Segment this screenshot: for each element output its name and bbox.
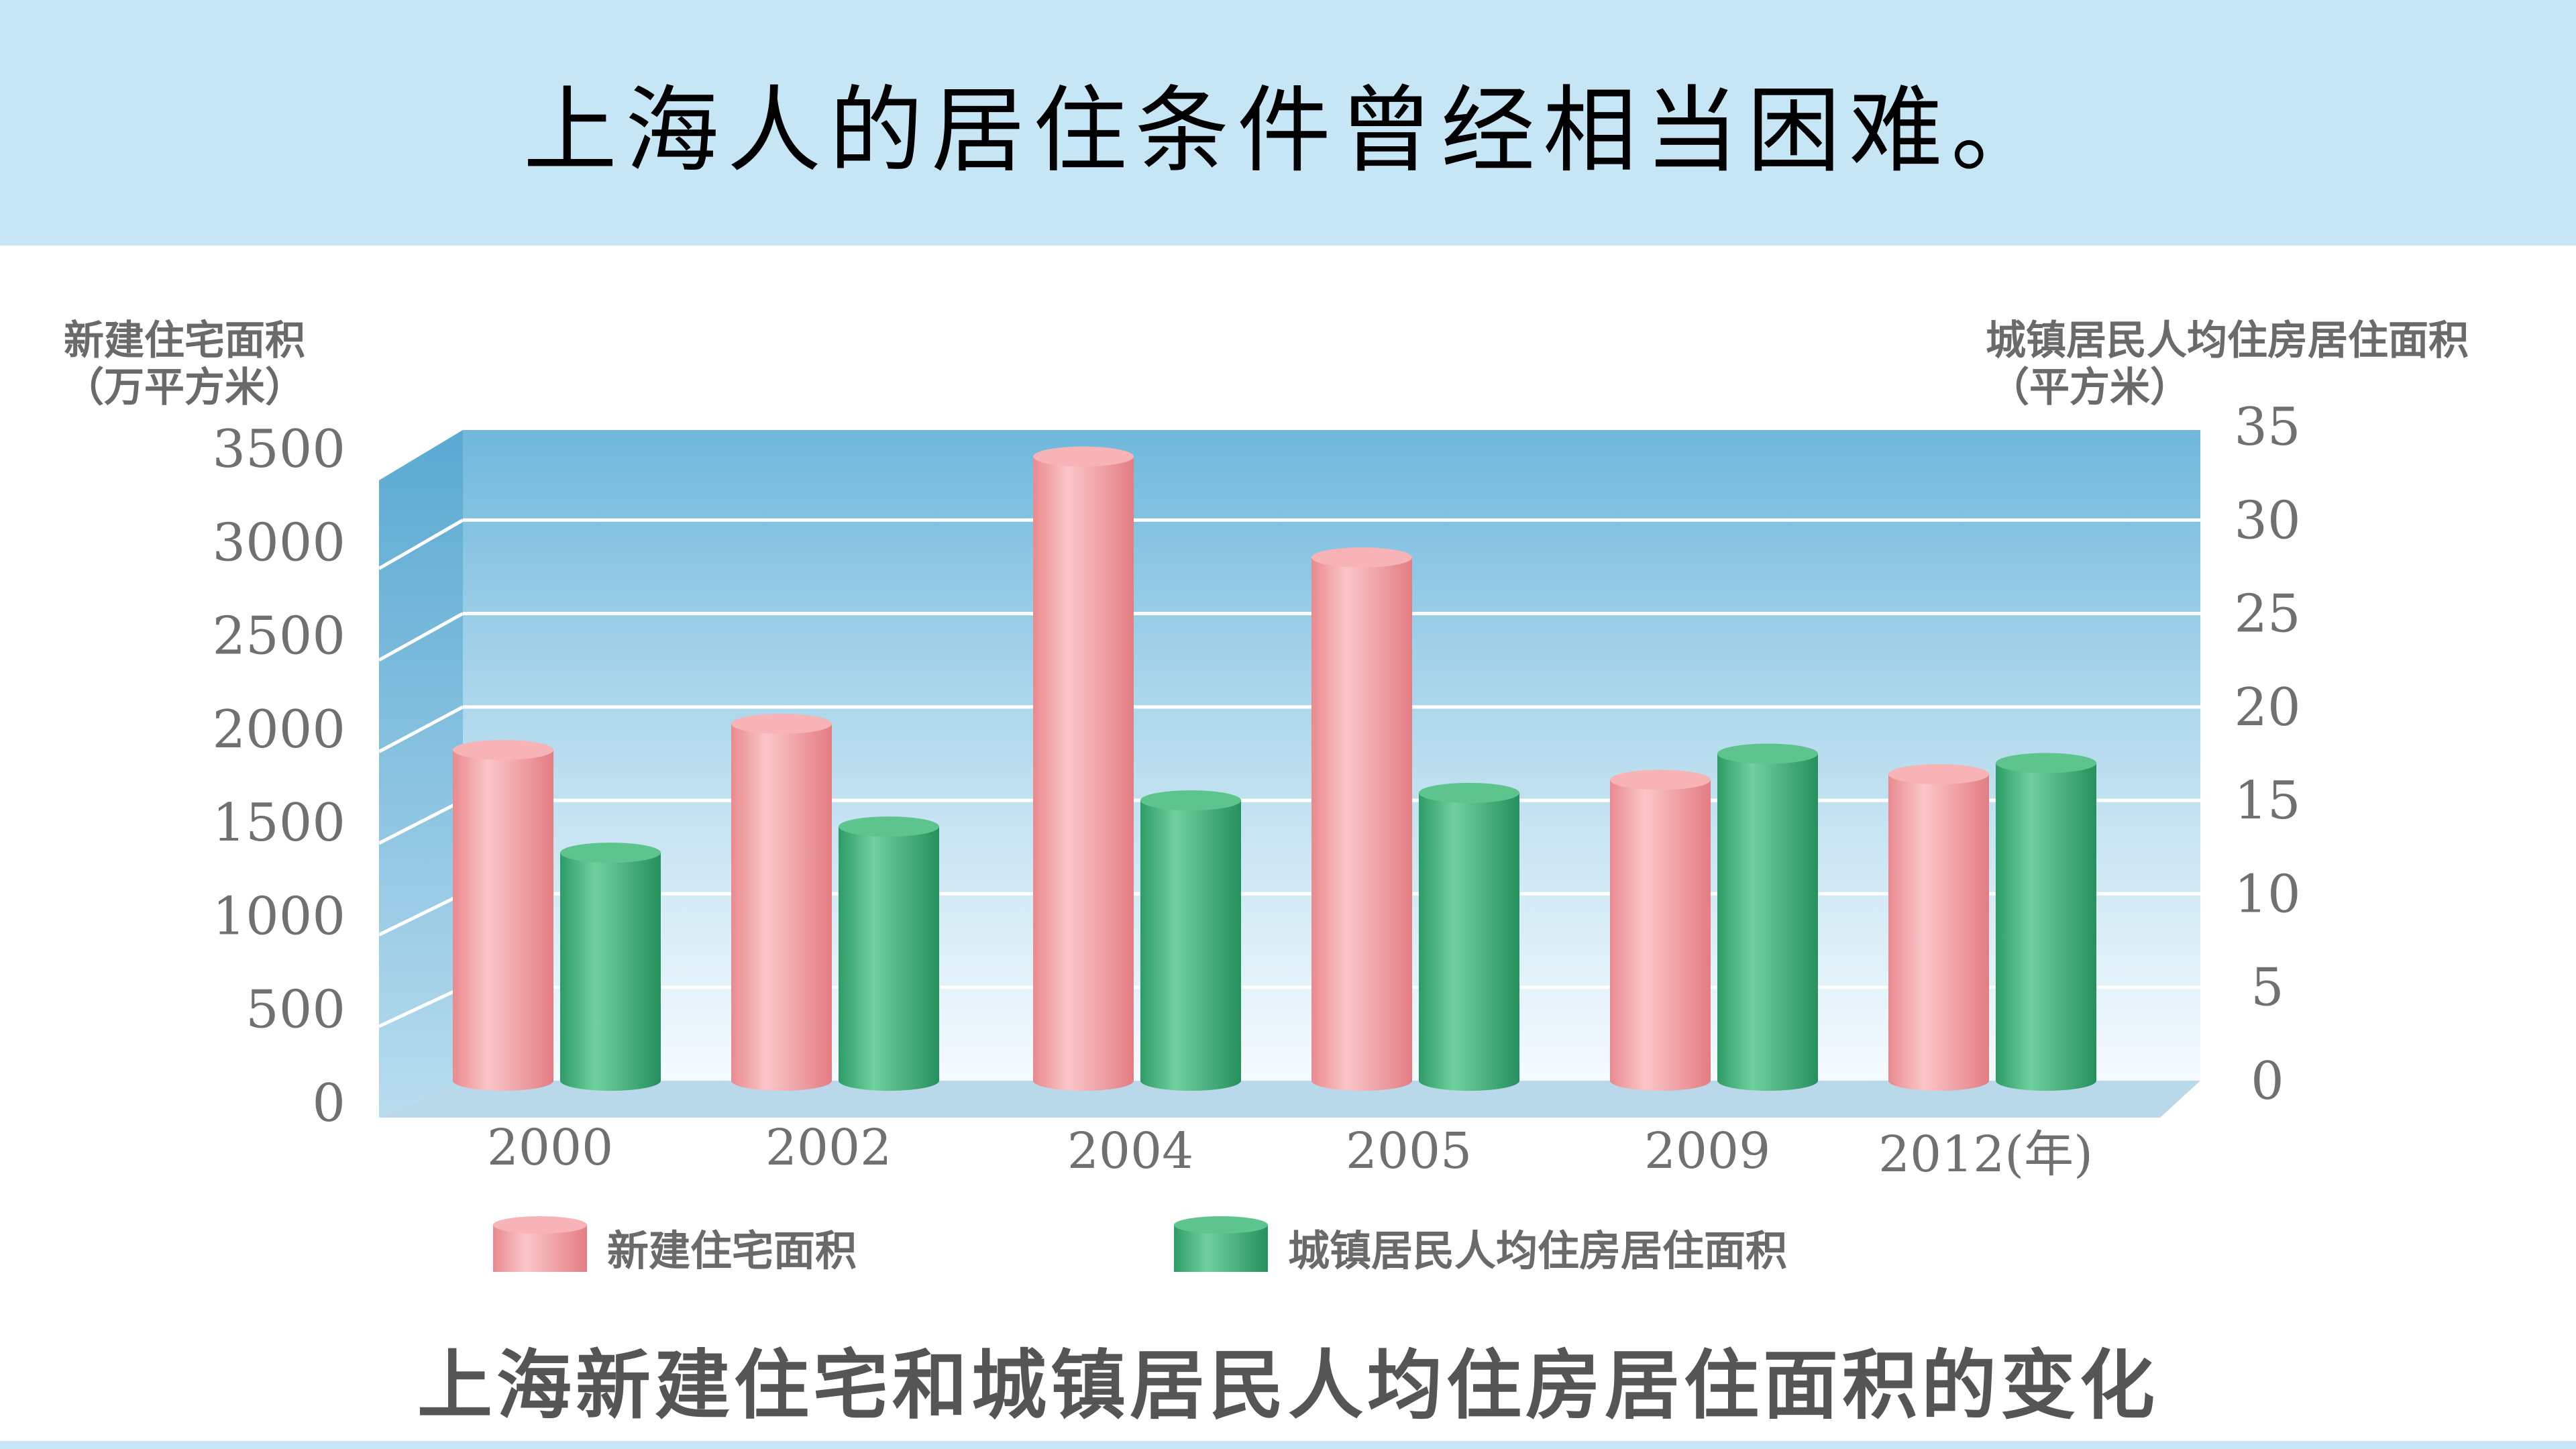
chart-side-wall (379, 430, 463, 1118)
bar-new-housing-4 (1610, 769, 1711, 1091)
gridline-side (378, 425, 464, 479)
bar-per-capita-5 (1996, 753, 2096, 1091)
legend: 新建住宅面积 城镇居民人均住房居住面积 (493, 1216, 1787, 1275)
right-tick-label: 5 (2251, 958, 2284, 1018)
category-label: 2009 (1644, 1122, 1770, 1180)
right-axis-title: 城镇居民人均住房居住面积 (1986, 317, 2469, 364)
category-label: 2005 (1346, 1122, 1472, 1180)
legend-label-new-housing: 新建住宅面积 (607, 1226, 857, 1275)
gridline-side (378, 705, 464, 753)
right-tick-label: 10 (2234, 864, 2300, 924)
bar-new-housing-1 (731, 713, 832, 1091)
right-axis-unit: （平方米） (1989, 364, 2190, 411)
category-label: 2004 (1067, 1122, 1193, 1180)
left-tick-label: 2000 (212, 700, 345, 760)
gridline-side (378, 798, 464, 845)
bar-per-capita-3 (1419, 783, 1519, 1091)
bar-per-capita-1 (839, 816, 939, 1091)
slide-title: 上海人的居住条件曾经相当困难。 (523, 76, 2053, 186)
bar-per-capita-2 (1140, 790, 1241, 1091)
category-label: 2012(年) (1878, 1126, 2093, 1183)
left-axis-unit: （万平方米） (64, 364, 305, 411)
left-tick-label: 3000 (212, 513, 345, 573)
legend-swatch-new-housing (493, 1216, 587, 1272)
right-tick-label: 25 (2234, 584, 2300, 645)
gridline-side (378, 892, 464, 936)
category-labels: 2000 2002 2004 2005 2009 2012(年) (487, 1119, 2093, 1183)
left-axis-ticks: 0 500 1000 1500 2000 2500 3000 3500 (212, 419, 345, 1134)
bar-chart: 0 500 1000 1500 2000 2500 3000 3500 0 5 10 15 20 25 3… (64, 317, 2469, 1275)
right-tick-label: 0 (2251, 1051, 2284, 1112)
bar-new-housing-0 (453, 739, 553, 1091)
legend-label-per-capita-area: 城镇居民人均住房居住面积 (1288, 1226, 1787, 1275)
left-tick-label: 1000 (212, 886, 345, 947)
left-tick-label: 3500 (212, 419, 345, 480)
legend-swatch-per-capita-area (1174, 1216, 1268, 1272)
category-label: 2002 (765, 1119, 892, 1177)
bottom-rule (0, 1441, 2576, 1449)
gridline-side (378, 612, 464, 662)
gridline-side (378, 985, 464, 1028)
right-tick-label: 30 (2234, 490, 2300, 551)
bars (453, 446, 2096, 1091)
bar-new-housing-3 (1311, 547, 1412, 1091)
bar-new-housing-5 (1888, 764, 1989, 1091)
left-tick-label: 2500 (212, 606, 345, 667)
bar-new-housing-2 (1033, 446, 1134, 1091)
gridline-side (378, 519, 464, 570)
right-tick-label: 20 (2234, 678, 2300, 738)
right-axis-ticks: 0 5 10 15 20 25 30 35 (2234, 397, 2300, 1112)
right-tick-label: 15 (2234, 771, 2300, 831)
right-tick-label: 35 (2234, 397, 2300, 458)
left-tick-label: 1500 (212, 793, 345, 853)
bar-per-capita-0 (560, 843, 661, 1091)
bar-per-capita-4 (1717, 743, 1818, 1091)
title-banner: 上海人的居住条件曾经相当困难。 (0, 0, 2576, 246)
left-tick-label: 0 (312, 1073, 345, 1134)
chart-caption: 上海新建住宅和城镇居民人均住房居住面积的变化 (417, 1342, 2159, 1430)
category-label: 2000 (487, 1119, 613, 1177)
left-tick-label: 500 (246, 980, 345, 1040)
left-axis-title: 新建住宅面积 (64, 317, 305, 364)
chart-floor (379, 1081, 2200, 1118)
